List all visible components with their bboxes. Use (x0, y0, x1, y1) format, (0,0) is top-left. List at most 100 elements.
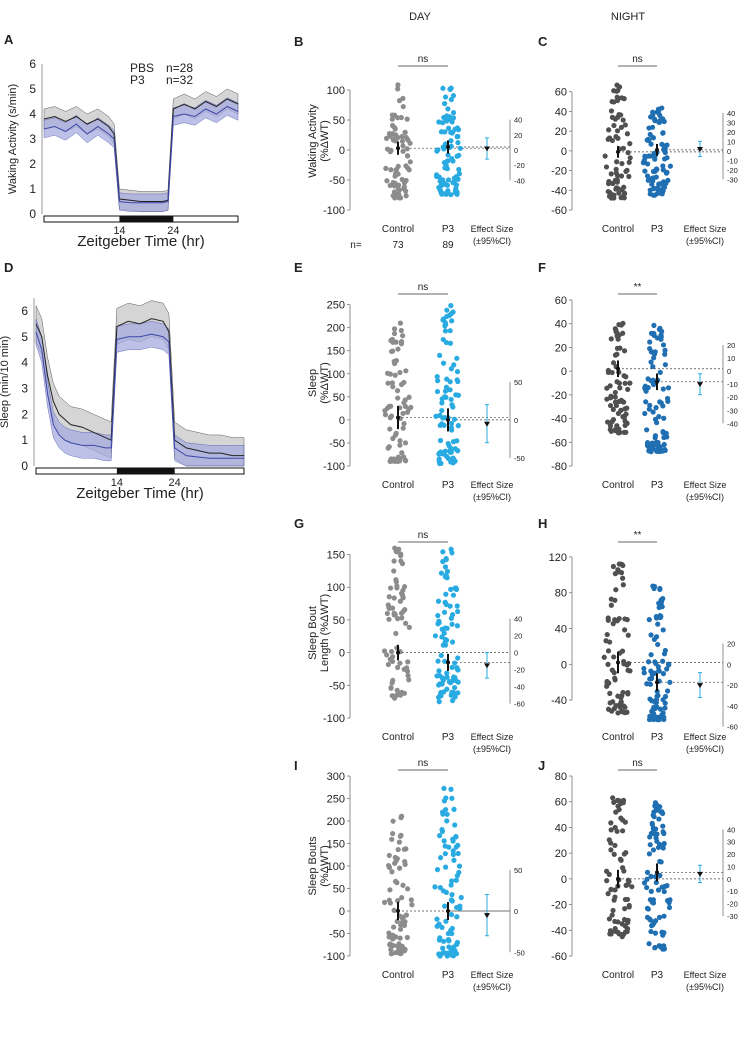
control-point (622, 704, 628, 710)
effect-size-label: Effect Size (471, 224, 514, 234)
control-point (406, 677, 412, 683)
p3-point (649, 899, 655, 905)
p3-point (660, 429, 666, 436)
control-point (606, 916, 613, 922)
control-point (610, 406, 616, 413)
p3-point (651, 330, 657, 337)
panel-letter: I (294, 758, 298, 773)
control-point (398, 558, 404, 564)
control-point (395, 846, 401, 853)
y-tick-label: 150 (327, 550, 345, 562)
p3-point (455, 423, 461, 429)
p3-point (646, 916, 653, 922)
panel-f: F -80 -60 -40 -20 0 20 40 60 Control P3 ** 20 10 0 -10 -… (538, 260, 738, 502)
panel-i: I -100 -50 0 50 100 150 200 250 300 Sleep Bouts (%Δ… (294, 758, 525, 992)
panel-h: H -40 0 40 80 120 Control P3 ** 20 0 -20 -40 -60Effec… (538, 516, 738, 754)
effect-size-tick-label: -30 (727, 912, 738, 921)
control-point (626, 159, 632, 165)
control-point (387, 942, 393, 948)
control-point (626, 173, 632, 180)
p3-point (454, 369, 461, 375)
control-point (618, 173, 625, 179)
control-point (399, 133, 405, 140)
y-tick-label: 40 (555, 106, 567, 118)
p3-category-label: P3 (442, 480, 455, 491)
control-point (392, 372, 398, 378)
control-point (387, 656, 393, 662)
p3-point (449, 550, 455, 556)
y-tick-label: 2 (29, 157, 36, 171)
control-point (397, 438, 403, 444)
p3-point (442, 903, 448, 909)
y-tick-label: -40 (551, 185, 567, 197)
control-point (386, 616, 392, 622)
effect-size-mean-marker (484, 421, 490, 427)
control-point (399, 592, 406, 598)
p3-point (448, 425, 454, 431)
p3-point (661, 415, 667, 421)
control-point (614, 423, 620, 429)
control-category-label: Control (602, 732, 634, 743)
y-tick-label: 100 (327, 861, 345, 873)
effect-size-tick-label: 0 (514, 146, 518, 155)
p3-point (444, 568, 451, 574)
p3-point (440, 558, 446, 565)
p3-point (454, 603, 460, 609)
p3-point (445, 152, 451, 158)
control-point (397, 598, 403, 604)
p3-point (648, 873, 654, 879)
p3-point (448, 420, 455, 427)
control-point (398, 381, 405, 388)
p3-point (643, 399, 649, 405)
control-point (622, 627, 628, 633)
control-point (383, 165, 389, 171)
series-line-pbs (43, 98, 239, 202)
control-point (620, 582, 626, 588)
control-point (620, 575, 626, 581)
p3-point (448, 786, 454, 792)
control-point (612, 394, 618, 400)
p3-point (439, 191, 445, 197)
p3-point (662, 447, 668, 453)
control-point (612, 617, 618, 623)
control-point (400, 148, 406, 154)
control-point (401, 421, 407, 427)
effect-size-ci-label: (±95%CI) (473, 982, 511, 992)
p3-point (442, 328, 449, 334)
effect-size-tick-label: 50 (514, 378, 522, 387)
control-point (401, 184, 407, 190)
p3-point (660, 167, 666, 173)
panel-letter: D (4, 260, 13, 275)
p3-mean-marker (655, 147, 659, 152)
p3-point (449, 892, 455, 898)
control-point (402, 861, 408, 868)
p3-point (441, 938, 447, 944)
p3-point (652, 118, 658, 124)
p3-point (451, 674, 457, 680)
control-point (608, 820, 614, 826)
control-point (618, 322, 624, 328)
p3-point (649, 672, 655, 678)
p3-point (448, 96, 454, 103)
y-tick-label: 100 (327, 369, 345, 381)
control-point (616, 616, 622, 622)
p3-point (661, 434, 667, 441)
p3-point (649, 698, 655, 704)
p3-point (449, 697, 456, 704)
p3-point (665, 688, 671, 694)
p3-point (651, 185, 657, 191)
control-point (618, 124, 625, 130)
p3-point (438, 855, 444, 861)
control-point (613, 170, 619, 176)
control-point (608, 840, 614, 846)
p3-point (452, 126, 458, 132)
control-point (614, 94, 620, 100)
control-point (614, 179, 620, 185)
p3-point (654, 439, 660, 445)
p3-point (442, 851, 448, 857)
p3-point (437, 833, 443, 839)
p3-point (445, 106, 451, 112)
y-tick-label: 80 (555, 771, 567, 783)
control-point (385, 445, 391, 451)
control-point (620, 145, 627, 151)
